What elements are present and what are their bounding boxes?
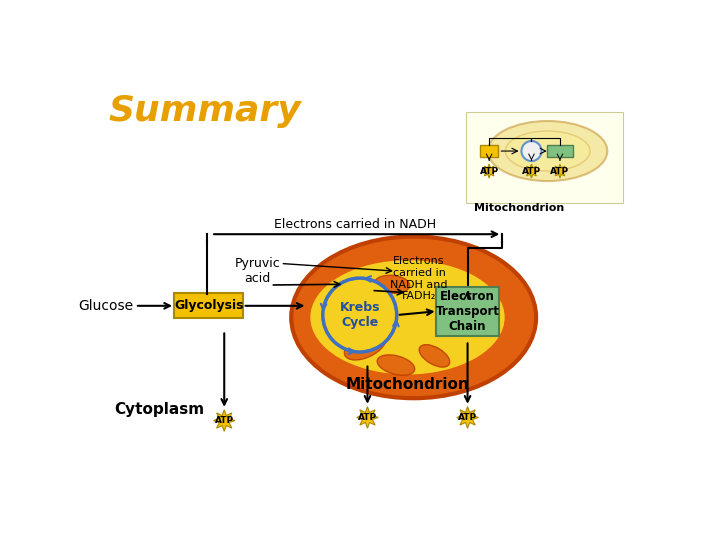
- Text: ATP: ATP: [458, 413, 477, 422]
- Circle shape: [323, 278, 397, 352]
- Ellipse shape: [488, 121, 607, 181]
- Text: Summary: Summary: [109, 94, 302, 128]
- Ellipse shape: [419, 345, 450, 367]
- Polygon shape: [553, 164, 567, 178]
- Text: ATP: ATP: [480, 166, 499, 176]
- Polygon shape: [456, 407, 478, 428]
- Text: Electron
Transport
Chain: Electron Transport Chain: [436, 289, 500, 333]
- Text: Electrons
carried in
NADH and
FADH₂: Electrons carried in NADH and FADH₂: [390, 256, 448, 301]
- Polygon shape: [525, 164, 539, 178]
- Ellipse shape: [377, 355, 415, 375]
- Text: Glycolysis: Glycolysis: [174, 299, 243, 312]
- Text: ATP: ATP: [550, 166, 570, 176]
- Text: Mitochondrion: Mitochondrion: [474, 204, 564, 213]
- Ellipse shape: [343, 285, 382, 307]
- Ellipse shape: [309, 259, 506, 376]
- Text: Cytoplasm: Cytoplasm: [114, 402, 204, 417]
- FancyBboxPatch shape: [480, 145, 498, 157]
- Text: ATP: ATP: [358, 413, 377, 422]
- Polygon shape: [482, 164, 496, 178]
- Ellipse shape: [291, 237, 536, 398]
- Circle shape: [521, 141, 541, 161]
- Text: ATP: ATP: [215, 416, 234, 425]
- Text: Glucose: Glucose: [78, 299, 133, 313]
- Polygon shape: [356, 407, 378, 428]
- FancyBboxPatch shape: [174, 294, 243, 318]
- Text: ATP: ATP: [522, 166, 541, 176]
- FancyBboxPatch shape: [547, 145, 573, 157]
- Ellipse shape: [374, 275, 410, 293]
- Text: Electrons carried in NADH: Electrons carried in NADH: [274, 218, 436, 231]
- Text: Krebs
Cycle: Krebs Cycle: [340, 301, 380, 329]
- FancyBboxPatch shape: [436, 287, 499, 336]
- FancyBboxPatch shape: [466, 112, 623, 204]
- Polygon shape: [213, 410, 235, 431]
- Ellipse shape: [505, 131, 590, 171]
- Ellipse shape: [344, 332, 386, 360]
- Text: Pyruvic
acid: Pyruvic acid: [235, 257, 280, 285]
- Text: Mitochondrion: Mitochondrion: [346, 377, 469, 392]
